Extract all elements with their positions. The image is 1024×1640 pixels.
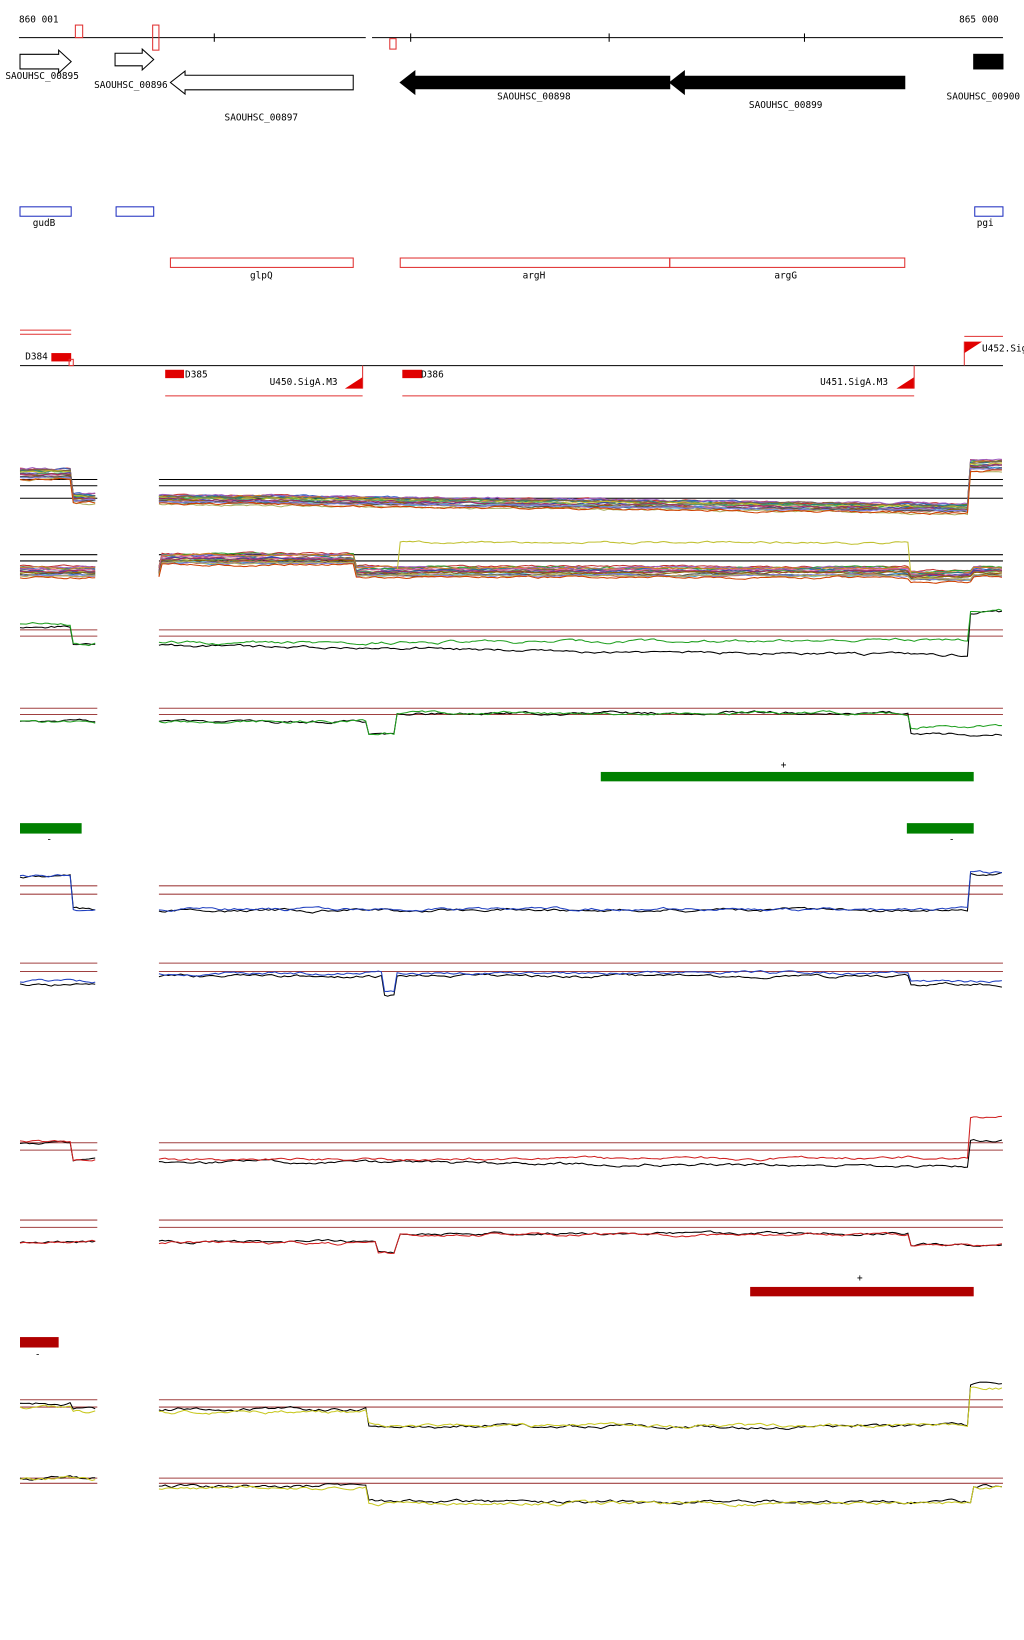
feature-label: U450.SigA.M3 xyxy=(270,377,338,388)
strand-label: - xyxy=(949,834,955,845)
trace xyxy=(158,469,1002,515)
gene-label: SAOUHSC_00900 xyxy=(947,92,1021,103)
trace xyxy=(158,610,1002,658)
gene-label: SAOUHSC_00899 xyxy=(749,100,823,111)
trace xyxy=(19,574,96,578)
trace xyxy=(19,470,96,498)
trace xyxy=(19,1404,96,1414)
trace xyxy=(158,470,1002,516)
trace xyxy=(158,1115,1002,1162)
trace xyxy=(19,1239,96,1245)
trace xyxy=(19,568,96,572)
trace xyxy=(19,625,96,646)
trace xyxy=(158,1483,1002,1505)
trace xyxy=(158,1230,1002,1254)
trace xyxy=(19,565,96,569)
trace xyxy=(158,1386,1003,1430)
trace xyxy=(158,556,1003,578)
ruler xyxy=(18,33,1003,42)
gene-label: SAOUHSC_00898 xyxy=(497,92,571,103)
trace xyxy=(158,969,1002,993)
gene-label: SAOUHSC_00897 xyxy=(225,113,299,124)
trace xyxy=(19,874,96,911)
trace xyxy=(158,458,1002,506)
trace xyxy=(19,978,96,984)
trace xyxy=(158,1138,1003,1168)
trace xyxy=(19,1475,96,1482)
trace xyxy=(19,720,96,724)
trace xyxy=(19,874,96,912)
trace xyxy=(19,565,96,571)
feature-track xyxy=(19,329,1003,397)
trace xyxy=(19,1475,96,1481)
trace xyxy=(158,467,1002,512)
trace xyxy=(19,983,96,987)
trace xyxy=(158,552,1003,574)
trace xyxy=(158,1381,1002,1430)
trace xyxy=(19,622,96,647)
trace xyxy=(158,460,1003,508)
gene-name: gudB xyxy=(33,218,56,229)
trace xyxy=(19,1401,96,1410)
gene-name: argH xyxy=(523,270,546,281)
feature-label: U452.SigA.M3 xyxy=(982,343,1024,354)
trace xyxy=(158,872,1003,914)
trace xyxy=(19,475,96,502)
trace xyxy=(19,576,96,580)
trace xyxy=(158,1485,1002,1508)
trace xyxy=(19,1140,96,1162)
strand-label: + xyxy=(857,1273,863,1284)
gene-name: pgi xyxy=(977,218,994,229)
gene-name: argG xyxy=(774,270,797,281)
trace xyxy=(158,555,1002,577)
gene-name: glpQ xyxy=(250,270,273,281)
trace xyxy=(19,477,96,506)
ruler-markers xyxy=(74,24,397,51)
feature-label: D385 xyxy=(185,370,208,381)
trace xyxy=(19,573,96,577)
strand-label: - xyxy=(46,834,52,845)
trace xyxy=(158,973,1003,997)
trace xyxy=(19,1139,96,1162)
strand-label: - xyxy=(35,1349,41,1360)
expression-tracks xyxy=(19,458,1003,1508)
strand-bars xyxy=(20,771,974,1348)
gene-label: SAOUHSC_00895 xyxy=(5,71,79,82)
trace xyxy=(158,710,1002,736)
trace xyxy=(158,1231,1002,1255)
strand-label: + xyxy=(781,760,787,771)
ruler-start: 860 001 xyxy=(19,14,59,25)
trace xyxy=(158,870,1003,912)
feature-label: U451.SigA.M3 xyxy=(820,377,888,388)
trace xyxy=(158,562,1003,584)
trace xyxy=(19,477,96,504)
gene-label: SAOUHSC_00896 xyxy=(94,80,168,91)
feature-label: D386 xyxy=(421,370,444,381)
gene-boxes xyxy=(19,206,1004,268)
feature-label: D384 xyxy=(25,352,48,363)
trace xyxy=(158,608,1003,646)
gene-arrows xyxy=(19,47,1004,96)
ruler-end: 865 000 xyxy=(959,14,999,25)
